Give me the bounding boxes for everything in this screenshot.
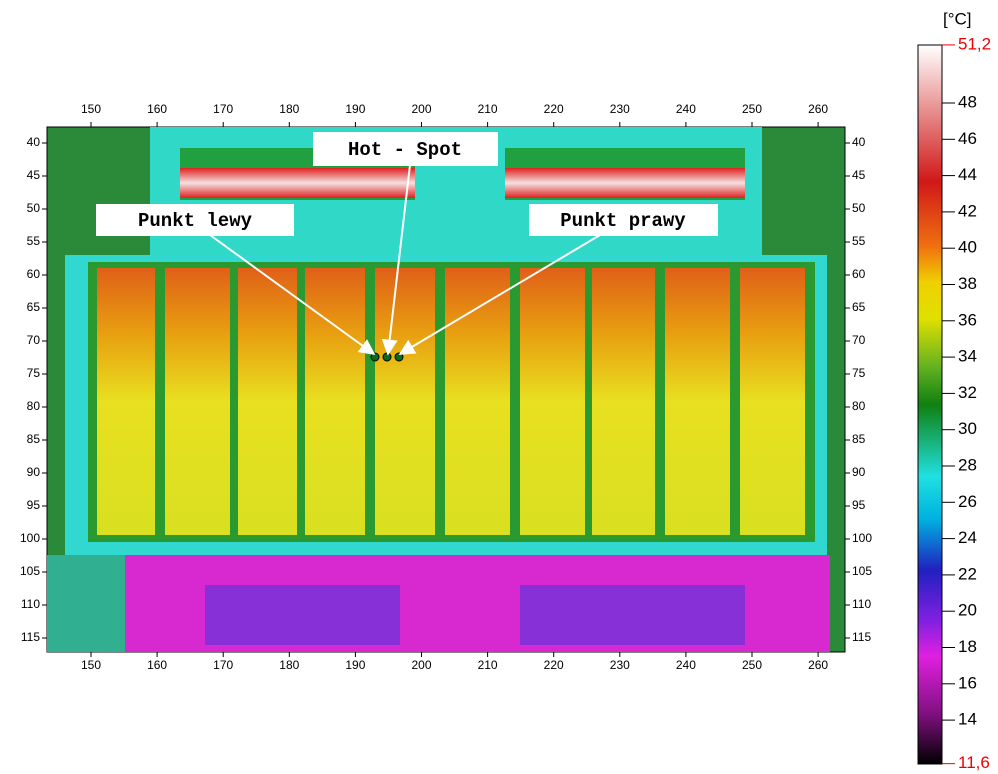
scale-label: 24: [958, 528, 977, 547]
scale-label: 42: [958, 201, 977, 220]
annotation: Hot - Spot: [348, 139, 462, 161]
y-tick-label: 100: [852, 531, 872, 545]
y-tick-label: 70: [27, 333, 41, 347]
scale-label: 48: [958, 92, 977, 111]
scale-label: 30: [958, 419, 977, 438]
y-tick-label: 105: [852, 564, 872, 578]
y-tick-label: 45: [852, 168, 866, 182]
y-tick-label: 65: [852, 300, 866, 314]
scale-label: 11,6: [958, 753, 990, 772]
x-tick-label: 240: [676, 658, 696, 672]
x-tick-label: 250: [742, 102, 762, 116]
scale-label: 40: [958, 238, 977, 257]
scale-label: 14: [958, 710, 977, 729]
x-tick-label: 260: [808, 102, 828, 116]
scale-unit: [°C]: [943, 9, 972, 28]
x-tick-label: 240: [676, 102, 696, 116]
y-tick-label: 55: [852, 234, 866, 248]
y-tick-label: 60: [852, 267, 866, 281]
y-tick-label: 80: [27, 399, 41, 413]
thermogram-view: Hot - Spot Punkt lewy Punkt prawy [°C] 1…: [0, 0, 998, 774]
x-tick-label: 190: [345, 102, 365, 116]
x-tick-label: 210: [478, 102, 498, 116]
x-tick-label: 190: [345, 658, 365, 672]
y-tick-label: 95: [852, 498, 866, 512]
x-tick-label: 180: [279, 102, 299, 116]
x-tick-label: 230: [610, 102, 630, 116]
scale-label: 51,2: [958, 34, 991, 53]
scale-label: 20: [958, 601, 977, 620]
y-tick-label: 115: [21, 630, 40, 644]
y-tick-label: 75: [852, 366, 866, 380]
x-tick-label: 180: [279, 658, 299, 672]
x-tick-label: 170: [213, 658, 233, 672]
scale-label: 26: [958, 492, 977, 511]
x-tick-label: 250: [742, 658, 762, 672]
x-tick-label: 220: [544, 102, 564, 116]
scale-label: 46: [958, 129, 977, 148]
y-tick-label: 50: [852, 201, 866, 215]
y-tick-label: 65: [27, 300, 41, 314]
x-tick-label: 170: [213, 102, 233, 116]
x-tick-label: 220: [544, 658, 564, 672]
scale-label: 22: [958, 564, 977, 583]
y-tick-label: 50: [27, 201, 41, 215]
scale-label: 44: [958, 165, 977, 184]
scale-label: 28: [958, 455, 977, 474]
y-tick-label: 85: [852, 432, 866, 446]
y-tick-label: 40: [852, 135, 866, 149]
x-tick-label: 160: [147, 658, 167, 672]
y-tick-label: 75: [27, 366, 41, 380]
x-tick-label: 260: [808, 658, 828, 672]
y-tick-label: 115: [852, 630, 871, 644]
y-tick-label: 60: [27, 267, 41, 281]
x-tick-label: 200: [411, 658, 431, 672]
y-tick-label: 70: [852, 333, 866, 347]
y-tick-label: 100: [20, 531, 40, 545]
x-tick-label: 150: [81, 102, 101, 116]
y-tick-label: 45: [27, 168, 41, 182]
x-tick-label: 160: [147, 102, 167, 116]
x-tick-label: 150: [81, 658, 101, 672]
scale-label: 36: [958, 310, 977, 329]
annotation: Punkt lewy: [138, 210, 253, 232]
y-tick-label: 90: [852, 465, 866, 479]
x-tick-label: 200: [411, 102, 431, 116]
y-tick-label: 110: [852, 597, 871, 611]
color-scale-bar: [918, 45, 942, 764]
scale-label: 34: [958, 347, 977, 366]
y-tick-label: 105: [20, 564, 40, 578]
y-tick-label: 85: [27, 432, 41, 446]
y-tick-label: 40: [27, 135, 41, 149]
y-tick-label: 95: [27, 498, 41, 512]
y-tick-label: 55: [27, 234, 41, 248]
y-tick-label: 80: [852, 399, 866, 413]
scale-label: 32: [958, 383, 977, 402]
scale-label: 38: [958, 274, 977, 293]
annotation: Punkt prawy: [560, 210, 686, 232]
x-tick-label: 210: [478, 658, 498, 672]
scale-label: 18: [958, 637, 977, 656]
x-tick-label: 230: [610, 658, 630, 672]
y-tick-label: 110: [21, 597, 40, 611]
scale-label: 16: [958, 673, 977, 692]
y-tick-label: 90: [27, 465, 41, 479]
